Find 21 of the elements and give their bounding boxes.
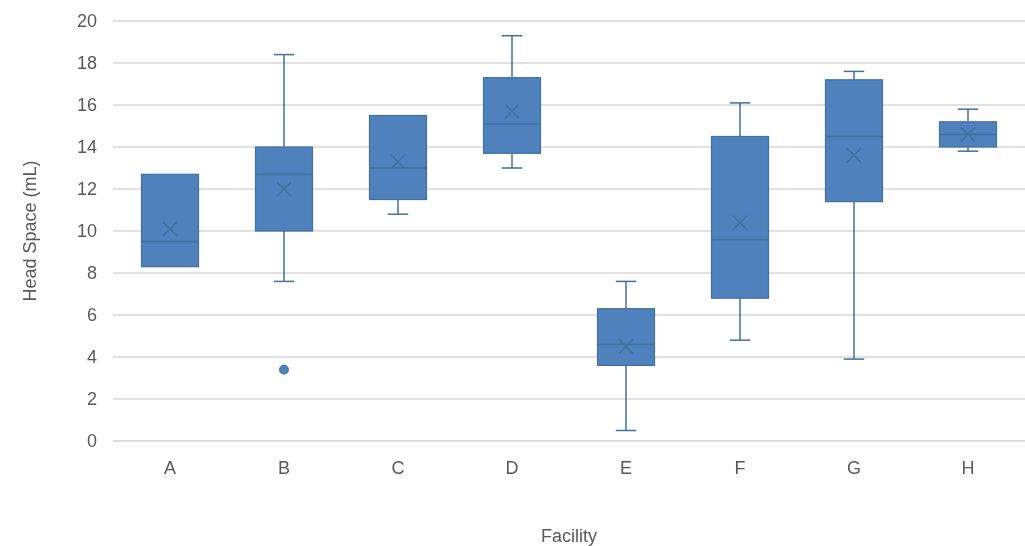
x-tick-label: F bbox=[734, 457, 746, 478]
x-axis-title: Facility bbox=[540, 526, 598, 546]
x-tick-label: B bbox=[277, 457, 291, 478]
y-tick-label: 14 bbox=[76, 137, 97, 158]
y-tick-label: 6 bbox=[86, 305, 97, 326]
x-tick-label: H bbox=[961, 457, 975, 478]
x-tick-label: A bbox=[163, 457, 177, 478]
y-tick-label: 18 bbox=[76, 53, 97, 74]
x-tick-label: G bbox=[846, 457, 862, 478]
y-tick-label: 10 bbox=[76, 221, 97, 242]
x-tick-label: C bbox=[391, 457, 405, 478]
y-tick-label: 16 bbox=[76, 95, 97, 116]
y-tick-label: 2 bbox=[86, 389, 97, 410]
y-tick-label: 4 bbox=[86, 347, 97, 368]
x-tick-label: E bbox=[619, 457, 633, 478]
y-tick-label: 0 bbox=[86, 431, 97, 452]
y-axis-title: Head Space (mL) bbox=[20, 160, 41, 302]
y-tick-label: 12 bbox=[76, 179, 97, 200]
x-tick-label: D bbox=[505, 457, 519, 478]
y-tick-label: 20 bbox=[76, 11, 97, 32]
y-tick-label: 8 bbox=[86, 263, 97, 284]
